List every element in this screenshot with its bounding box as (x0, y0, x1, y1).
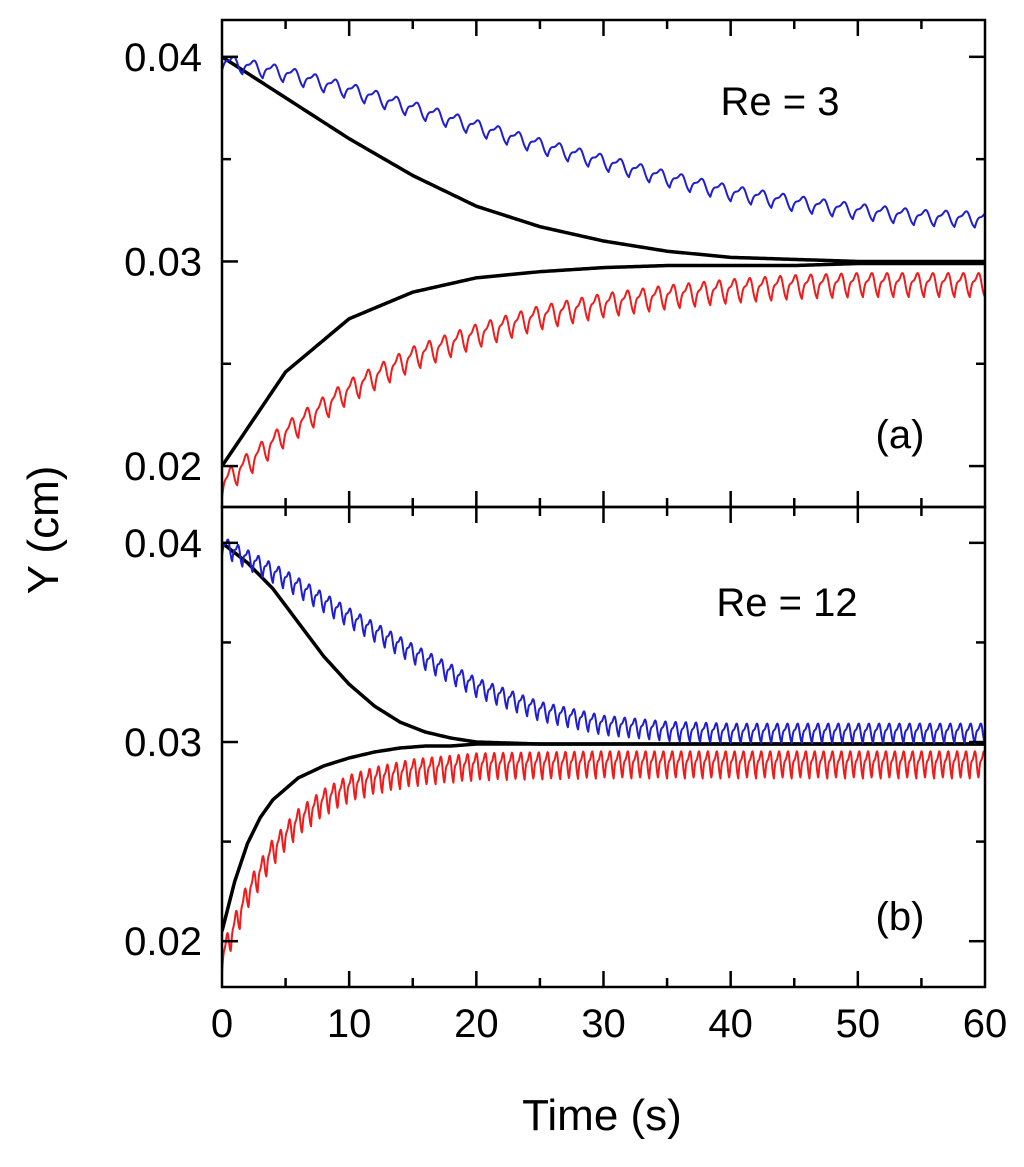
upper-oscillating-line (222, 538, 985, 745)
upper-smooth-line (222, 55, 985, 264)
y-tick-label: 0.03 (124, 721, 202, 765)
y-tick-label: 0.04 (124, 522, 202, 566)
y-tick-label: 0.02 (124, 920, 202, 964)
plot-area (222, 55, 985, 498)
y-axis-title: Y (cm) (19, 466, 68, 595)
x-tick-label: 10 (327, 1002, 372, 1046)
lower-smooth-line (222, 261, 985, 468)
lower-smooth-line (222, 742, 985, 932)
upper-smooth-line (222, 541, 985, 746)
x-tick-label: 0 (211, 1002, 233, 1046)
y-tick-label: 0.02 (124, 445, 202, 489)
y-tick-label: 0.04 (124, 36, 202, 80)
x-tick-label: 20 (454, 1002, 499, 1046)
plot-area (222, 538, 985, 974)
panel-label: (a) (876, 413, 925, 457)
x-axis-title: Time (s) (522, 1091, 682, 1140)
x-tick-label: 40 (708, 1002, 753, 1046)
x-tick-label: 50 (836, 1002, 881, 1046)
plot-frame (220, 505, 987, 989)
panel-b: 0 10 20 30 40 50 60 0.02 0.03 0.04 Re = 12 (b) (124, 505, 1008, 1046)
lower-oscillating-line (222, 272, 985, 498)
reynolds-annotation: Re = 3 (721, 80, 840, 124)
upper-oscillating-line (222, 55, 985, 229)
lower-oscillating-line (222, 750, 985, 974)
reynolds-annotation: Re = 12 (716, 581, 857, 625)
panel-label: (b) (876, 895, 925, 939)
x-tick-label: 60 (963, 1002, 1008, 1046)
x-tick-label: 30 (581, 1002, 626, 1046)
panel-a: 0.02 0.03 0.04 Re = 3 (a) (124, 18, 987, 509)
y-tick-label: 0.03 (124, 240, 202, 284)
